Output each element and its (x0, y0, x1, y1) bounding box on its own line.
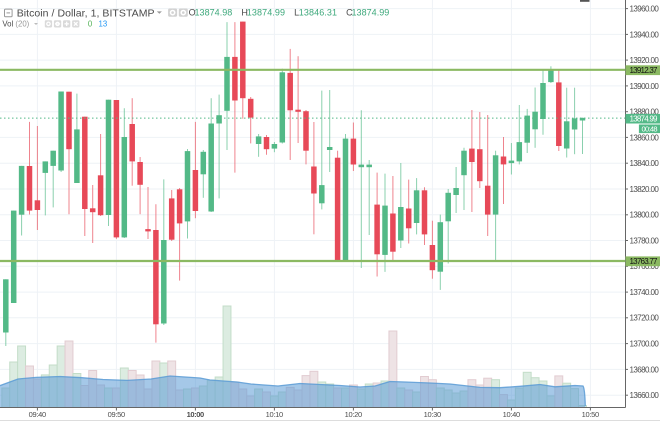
svg-text:13874.98: 13874.98 (195, 8, 233, 18)
svg-text:10:40: 10:40 (503, 410, 521, 419)
svg-text:Bitcoin / Dollar, 1, BITSTAMP: Bitcoin / Dollar, 1, BITSTAMP (17, 8, 155, 20)
svg-text:10:30: 10:30 (424, 410, 442, 419)
svg-text:13940.00: 13940.00 (630, 30, 660, 39)
svg-text:13960.00: 13960.00 (630, 5, 660, 14)
svg-text:00:48: 00:48 (642, 124, 658, 133)
svg-text:13800.00: 13800.00 (630, 211, 660, 220)
svg-text:13820.00: 13820.00 (630, 185, 660, 194)
svg-text:10:20: 10:20 (345, 410, 363, 419)
svg-text:Vol (20): Vol (20) (2, 19, 29, 28)
svg-text:13874.99: 13874.99 (352, 8, 390, 18)
svg-text:13680.00: 13680.00 (630, 365, 660, 374)
svg-text:13874.99: 13874.99 (247, 8, 285, 18)
svg-text:0: 0 (88, 19, 93, 28)
svg-text:13740.00: 13740.00 (630, 288, 660, 297)
svg-text:13874.99: 13874.99 (630, 114, 659, 123)
svg-text:13763.77: 13763.77 (630, 257, 659, 266)
svg-text:13: 13 (99, 19, 108, 28)
svg-text:09:50: 09:50 (108, 410, 125, 419)
svg-text:13840.00: 13840.00 (630, 159, 660, 168)
svg-text:10:10: 10:10 (266, 410, 284, 419)
svg-text:13700.00: 13700.00 (630, 340, 660, 349)
svg-text:13920.00: 13920.00 (630, 56, 660, 65)
svg-text:13860.00: 13860.00 (630, 133, 660, 142)
svg-text:13780.00: 13780.00 (630, 236, 660, 245)
svg-text:13720.00: 13720.00 (630, 314, 660, 323)
svg-text:10:50: 10:50 (582, 410, 600, 419)
svg-text:13660.00: 13660.00 (630, 391, 660, 400)
svg-text:13912.37: 13912.37 (630, 66, 659, 75)
svg-text:13846.31: 13846.31 (299, 8, 337, 18)
svg-text:10:00: 10:00 (187, 410, 205, 419)
svg-text:09:40: 09:40 (29, 410, 47, 419)
svg-text:13900.00: 13900.00 (630, 82, 660, 91)
